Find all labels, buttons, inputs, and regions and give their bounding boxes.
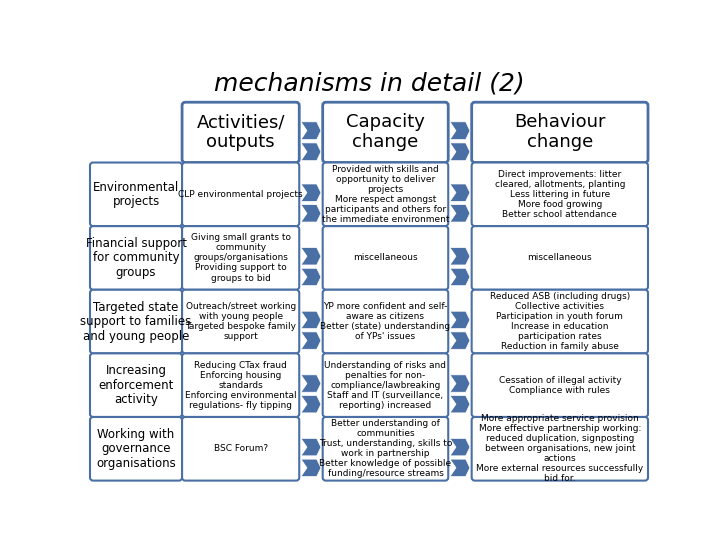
Polygon shape [301,311,321,328]
FancyBboxPatch shape [323,163,449,226]
FancyBboxPatch shape [472,226,648,290]
Polygon shape [301,332,321,349]
FancyBboxPatch shape [323,353,449,417]
Polygon shape [450,205,470,222]
FancyBboxPatch shape [472,417,648,481]
Text: Reduced ASB (including drugs)
Collective activities
Participation in youth forum: Reduced ASB (including drugs) Collective… [490,292,630,351]
FancyBboxPatch shape [182,417,300,481]
FancyBboxPatch shape [182,353,300,417]
Text: mechanisms in detail (2): mechanisms in detail (2) [214,71,524,96]
Polygon shape [450,375,470,392]
Text: miscellaneous: miscellaneous [528,253,592,262]
FancyBboxPatch shape [90,290,182,353]
Polygon shape [450,332,470,349]
FancyBboxPatch shape [323,102,449,163]
Text: Provided with skills and
opportunity to deliver
projects
More respect amongst
pa: Provided with skills and opportunity to … [322,165,449,224]
Text: Working with
governance
organisations: Working with governance organisations [96,428,176,470]
FancyBboxPatch shape [90,226,182,290]
Text: BSC Forum?: BSC Forum? [214,444,268,453]
Text: Capacity
change: Capacity change [346,113,425,151]
Text: Reducing CTax fraud
Enforcing housing
standards
Enforcing environmental
regulati: Reducing CTax fraud Enforcing housing st… [185,361,297,410]
Text: Direct improvements: litter
cleared, allotments, planting
Less littering in futu: Direct improvements: litter cleared, all… [495,170,625,219]
Polygon shape [301,122,321,139]
Text: Giving small grants to
community
groups/organisations
Providing support to
group: Giving small grants to community groups/… [191,233,291,282]
Text: YP more confident and self-
aware as citizens
Better (state) understanding
of YP: YP more confident and self- aware as cit… [320,302,451,341]
Text: Financial support
for community
groups: Financial support for community groups [86,237,186,279]
Text: miscellaneous: miscellaneous [353,253,418,262]
FancyBboxPatch shape [90,353,182,417]
Polygon shape [450,311,470,328]
Text: Activities/
outputs: Activities/ outputs [197,113,285,151]
Polygon shape [301,268,321,286]
FancyBboxPatch shape [323,226,449,290]
Text: Understanding of risks and
penalties for non-
compliance/lawbreaking
Staff and I: Understanding of risks and penalties for… [325,361,446,410]
Text: Increasing
enforcement
activity: Increasing enforcement activity [99,364,174,406]
Text: Environmental
projects: Environmental projects [93,180,179,208]
Polygon shape [450,268,470,286]
Polygon shape [301,459,321,476]
Polygon shape [301,248,321,265]
Text: More appropriate service provision
More effective partnership working:
reduced d: More appropriate service provision More … [476,414,644,483]
Text: Behaviour
change: Behaviour change [514,113,606,151]
FancyBboxPatch shape [472,353,648,417]
Text: CLP environmental projects: CLP environmental projects [179,190,303,199]
Polygon shape [450,459,470,476]
FancyBboxPatch shape [182,163,300,226]
Polygon shape [450,143,470,160]
Polygon shape [301,375,321,392]
Polygon shape [301,395,321,413]
FancyBboxPatch shape [472,290,648,353]
Text: Better understanding of
communities
Trust, understanding, skills to
work in part: Better understanding of communities Trus… [319,419,452,478]
FancyBboxPatch shape [90,163,182,226]
Polygon shape [450,395,470,413]
Polygon shape [301,205,321,222]
FancyBboxPatch shape [323,290,449,353]
FancyBboxPatch shape [323,417,449,481]
Polygon shape [450,438,470,456]
Text: Cessation of illegal activity
Compliance with rules: Cessation of illegal activity Compliance… [498,376,621,395]
FancyBboxPatch shape [472,102,648,163]
Polygon shape [301,143,321,160]
FancyBboxPatch shape [182,102,300,163]
Polygon shape [301,184,321,201]
Text: Targeted state
support to families
and young people: Targeted state support to families and y… [81,301,192,342]
FancyBboxPatch shape [90,417,182,481]
Polygon shape [450,184,470,201]
Polygon shape [450,122,470,139]
FancyBboxPatch shape [182,290,300,353]
Polygon shape [301,438,321,456]
FancyBboxPatch shape [182,226,300,290]
Polygon shape [450,248,470,265]
Text: Outreach/street working
with young people
Targeted bespoke family
support: Outreach/street working with young peopl… [185,302,296,341]
FancyBboxPatch shape [472,163,648,226]
